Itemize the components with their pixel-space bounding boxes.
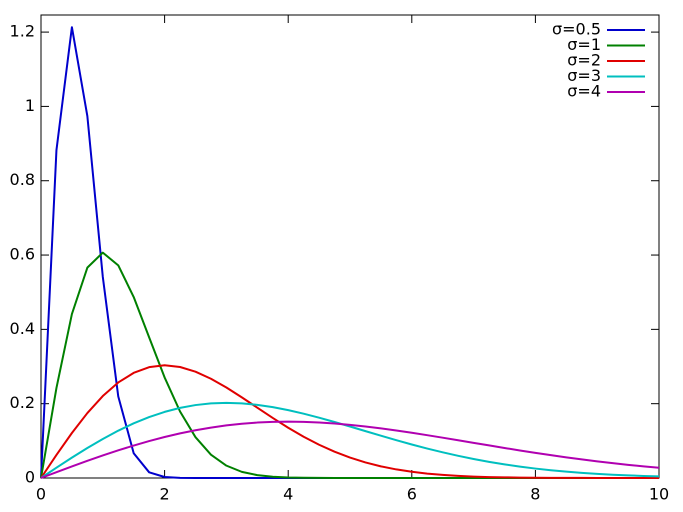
y-tick-label: 0 <box>25 468 35 487</box>
y-tick-label: 1.2 <box>10 22 35 41</box>
y-tick-label: 0.4 <box>10 319 35 338</box>
series-line <box>40 364 659 479</box>
y-tick-label: 0.2 <box>10 393 35 412</box>
x-tick-label: 8 <box>530 485 540 504</box>
legend-label: σ=4 <box>567 82 601 101</box>
y-tick-label: 1 <box>25 96 35 115</box>
legend-label: σ=3 <box>567 66 601 85</box>
legend-label: σ=0.5 <box>552 20 601 39</box>
legend-label: σ=1 <box>567 35 601 54</box>
legend-label: σ=2 <box>567 51 601 70</box>
x-tick-label: 10 <box>649 485 669 504</box>
series-line <box>40 401 660 479</box>
y-tick-label: 0.6 <box>10 245 35 264</box>
x-tick-label: 4 <box>283 485 293 504</box>
y-tick-label: 0.8 <box>10 170 35 189</box>
series-line <box>40 420 660 479</box>
x-tick-label: 0 <box>36 485 46 504</box>
series-line <box>40 251 659 479</box>
x-tick-label: 6 <box>407 485 417 504</box>
x-tick-label: 2 <box>160 485 170 504</box>
